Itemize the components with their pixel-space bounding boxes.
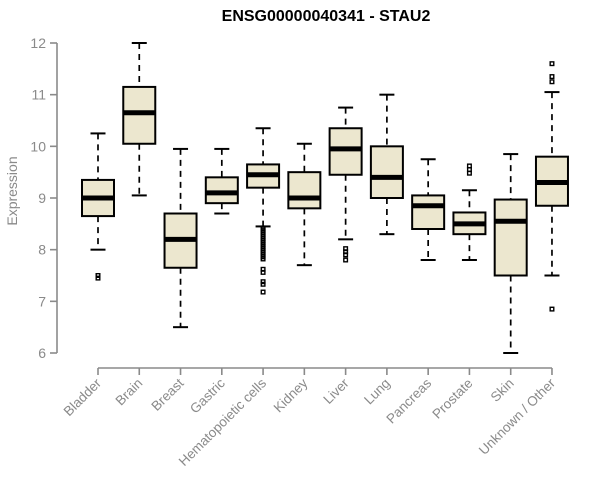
boxplot-pancreas xyxy=(411,158,446,261)
y-tick-label: 11 xyxy=(31,87,46,103)
boxplot-unknown-other xyxy=(534,61,569,312)
x-tick-label-kidney: Kidney xyxy=(271,375,311,415)
x-tick-label-liver: Liver xyxy=(320,375,352,407)
outlier-point xyxy=(260,289,266,295)
outlier-point xyxy=(260,281,266,287)
x-tick-label-bladder: Bladder xyxy=(61,375,105,419)
iqr-box xyxy=(328,127,363,176)
x-tick-label-unknown-other: Unknown / Other xyxy=(476,375,559,458)
boxplot-brain xyxy=(122,42,157,197)
boxplot-bladder xyxy=(81,132,115,281)
y-tick-label: 6 xyxy=(38,345,46,361)
y-tick-label: 10 xyxy=(30,138,46,154)
outlier-point xyxy=(466,170,472,176)
boxplot-kidney xyxy=(287,142,322,267)
iqr-box xyxy=(493,198,528,277)
outlier-point xyxy=(260,269,266,275)
outlier-point xyxy=(95,275,101,281)
chart-title: ENSG00000040341 - STAU2 xyxy=(221,8,431,25)
boxplot-liver xyxy=(328,106,363,263)
y-tick-label: 9 xyxy=(38,190,46,206)
outlier-point xyxy=(260,279,266,285)
y-tick-label: 12 xyxy=(30,35,46,51)
x-tick-label-pancreas: Pancreas xyxy=(383,375,434,426)
x-tick-label-prostate: Prostate xyxy=(429,376,475,422)
x-tick-label-lung: Lung xyxy=(361,376,393,408)
boxplot-prostate xyxy=(452,163,487,261)
outlier-point xyxy=(95,273,101,279)
outlier-point xyxy=(343,257,349,263)
outlier-point xyxy=(549,74,555,80)
x-tick-label-skin: Skin xyxy=(488,376,517,405)
boxplot-lung xyxy=(369,93,404,236)
iqr-box xyxy=(411,194,446,231)
boxplot-gastric xyxy=(204,147,239,215)
outlier-point xyxy=(549,79,555,85)
iqr-box xyxy=(204,176,239,205)
boxplot-hematopoietic-cells xyxy=(246,127,281,295)
iqr-box xyxy=(287,171,322,210)
y-tick-label: 7 xyxy=(38,293,46,309)
outlier-point xyxy=(549,306,555,312)
x-tick-label-brain: Brain xyxy=(112,376,145,409)
x-tick-label-gastric: Gastric xyxy=(187,375,228,416)
iqr-box xyxy=(122,85,157,145)
outlier-point xyxy=(260,256,266,262)
y-tick-label: 8 xyxy=(38,242,46,258)
outlier-point xyxy=(343,252,349,258)
boxplot-breast xyxy=(163,147,198,329)
boxplot-skin xyxy=(493,153,528,354)
iqr-box xyxy=(369,145,404,199)
outlier-point xyxy=(549,61,555,67)
x-tick-label-breast: Breast xyxy=(148,375,186,413)
